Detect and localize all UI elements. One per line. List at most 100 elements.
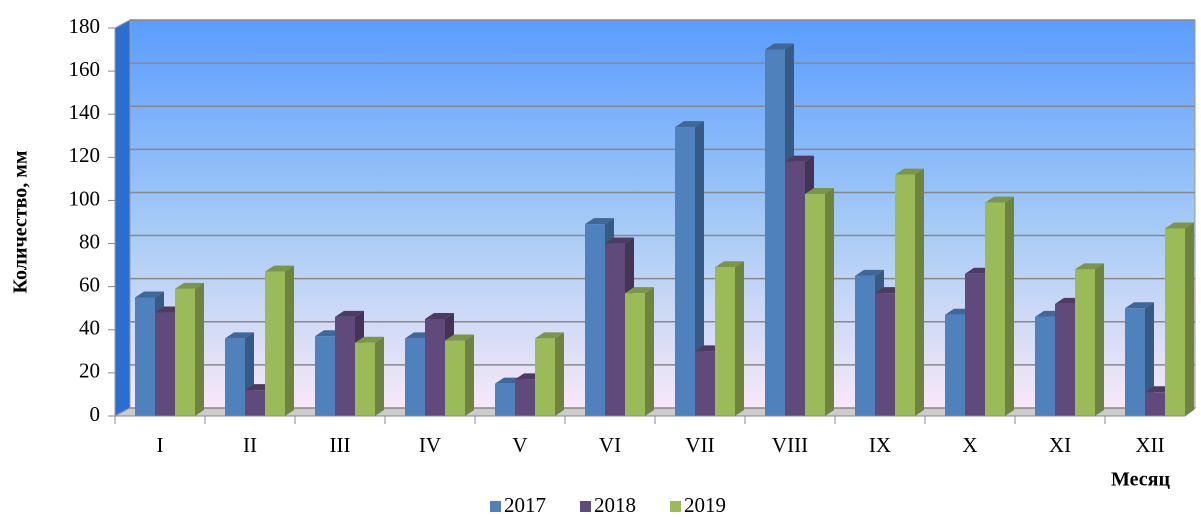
bar-top <box>265 265 294 272</box>
y-tick-label: 40 <box>79 316 100 340</box>
bar <box>855 275 875 416</box>
bar <box>315 336 335 416</box>
bar <box>895 174 915 416</box>
side-wall <box>114 19 131 417</box>
bar <box>605 243 625 416</box>
y-tick-label: 0 <box>90 402 101 426</box>
y-tick-label: 20 <box>79 359 100 383</box>
y-tick-label: 140 <box>69 100 101 124</box>
bar-side <box>1145 302 1154 416</box>
bar <box>985 202 1005 416</box>
bar-top <box>445 334 474 341</box>
bar-top <box>805 187 834 194</box>
x-axis-title: Месяц <box>1111 469 1170 491</box>
bar <box>335 316 355 416</box>
bar <box>805 193 825 416</box>
x-tick-label: III <box>330 433 351 457</box>
bar-top <box>785 155 814 162</box>
legend-swatch <box>490 501 501 512</box>
bar-side <box>645 287 654 416</box>
bar <box>875 293 895 416</box>
bar-side <box>375 336 384 416</box>
bar <box>245 390 265 416</box>
bar <box>535 338 555 416</box>
bar <box>1035 316 1055 416</box>
bar <box>1055 303 1075 416</box>
bar-top <box>855 269 884 276</box>
bar-side <box>825 187 834 416</box>
bar <box>225 338 245 416</box>
bar-top <box>625 287 654 294</box>
bar <box>1145 392 1165 416</box>
bar-top <box>175 282 204 289</box>
bar-side <box>285 265 294 416</box>
y-tick-label: 120 <box>69 143 101 167</box>
bar <box>1165 228 1185 416</box>
bar <box>695 351 715 416</box>
x-tick-label: I <box>157 433 164 457</box>
bar <box>1075 269 1095 416</box>
x-tick-label: VIII <box>772 433 808 457</box>
x-tick-label: XI <box>1049 433 1071 457</box>
bar-top <box>1125 302 1154 309</box>
legend-swatch <box>580 501 591 512</box>
bar <box>675 127 695 417</box>
bar-side <box>695 121 704 417</box>
bar-top <box>535 332 564 339</box>
bar-top <box>1075 263 1104 270</box>
bar-top <box>715 261 744 268</box>
bar-side <box>555 332 564 416</box>
bar <box>445 340 465 416</box>
bar <box>175 288 195 416</box>
y-axis-title: Количество, мм <box>10 151 32 294</box>
bar <box>265 271 285 416</box>
bar-top <box>1165 222 1194 229</box>
x-tick-label: IX <box>869 433 891 457</box>
bar <box>135 297 155 416</box>
bar-top <box>135 291 164 298</box>
x-tick-label: X <box>962 433 977 457</box>
legend-label: 2019 <box>684 493 726 517</box>
bar-top <box>225 332 254 339</box>
bar <box>155 312 175 416</box>
bar-side <box>195 282 204 416</box>
bar-side <box>1095 263 1104 416</box>
bar <box>785 161 805 416</box>
bar-top <box>605 237 634 244</box>
y-tick-label: 100 <box>69 186 101 210</box>
legend-swatch <box>670 501 681 512</box>
bar-top <box>985 196 1014 203</box>
bar <box>495 383 515 416</box>
bar-side <box>735 261 744 416</box>
x-tick-label: XII <box>1135 433 1164 457</box>
x-tick-label: IV <box>419 433 441 457</box>
bar-top <box>585 218 614 225</box>
bar <box>515 379 535 416</box>
bar-top <box>335 310 364 317</box>
bar-top <box>895 168 924 175</box>
x-tick-label: V <box>512 433 527 457</box>
legend-label: 2018 <box>594 493 636 517</box>
bar <box>945 314 965 416</box>
bar <box>715 267 735 416</box>
bar <box>425 319 445 416</box>
y-tick-label: 180 <box>69 14 101 38</box>
bar <box>355 342 375 416</box>
y-tick-label: 60 <box>79 272 100 296</box>
bar-side <box>1005 196 1014 416</box>
y-tick-label: 160 <box>69 57 101 81</box>
bar-side <box>1185 222 1194 416</box>
x-tick-label: VII <box>685 433 714 457</box>
legend-label: 2017 <box>504 493 546 517</box>
bar-top <box>425 313 454 319</box>
bar-side <box>915 168 924 416</box>
bar <box>1125 308 1145 416</box>
y-tick-label: 80 <box>79 229 100 253</box>
bar <box>405 338 425 416</box>
bar <box>625 293 645 416</box>
bar-side <box>465 334 474 416</box>
bar <box>585 224 605 416</box>
x-tick-label: VI <box>599 433 621 457</box>
